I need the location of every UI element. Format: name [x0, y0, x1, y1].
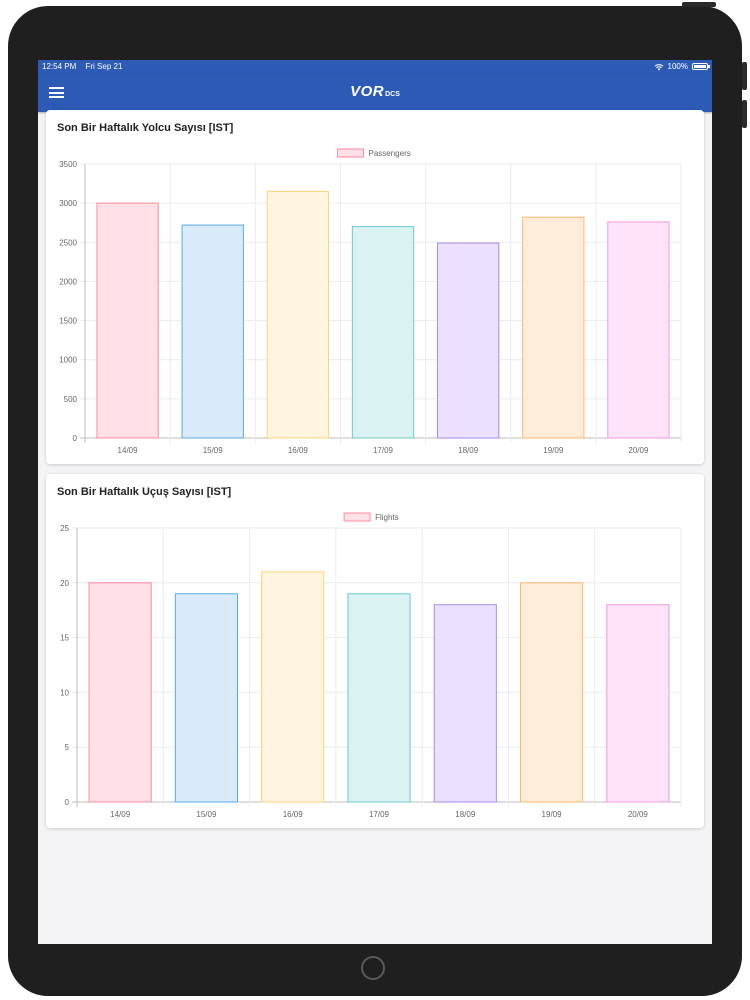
flights-legend-swatch[interactable] [343, 512, 371, 522]
passengers-x-tick-label: 16/09 [288, 446, 309, 455]
flights-y-tick-label: 20 [60, 579, 69, 588]
passengers-x-tick-label: 15/09 [203, 446, 224, 455]
flights-y-tick-label: 5 [65, 743, 70, 752]
logo-sub-text: DCS [385, 91, 400, 98]
passengers-bar-20-09[interactable] [607, 221, 670, 439]
passengers-bar-15-09[interactable] [181, 224, 244, 439]
passengers-y-tick-label: 2000 [59, 277, 77, 286]
passengers-y-tick-label: 2500 [59, 238, 77, 247]
flights-bar-14-09[interactable] [88, 582, 152, 803]
passengers-y-tick-label: 1500 [59, 317, 77, 326]
battery-percent: 100% [667, 62, 688, 71]
flights-chart-card: Son Bir Haftalık Uçuş Sayısı [IST] 0 5 10 1… [46, 474, 704, 828]
flights-chart-title: Son Bir Haftalık Uçuş Sayısı [IST] [57, 486, 232, 498]
passengers-bar-chart: 0 500 1000 1500 2000 2500 3000 3500 14/09 15/09 16… [59, 148, 682, 455]
volume-up-button [742, 62, 747, 90]
hamburger-menu-icon[interactable] [49, 87, 64, 98]
battery-icon [692, 63, 710, 70]
passengers-x-tick-label: 19/09 [543, 446, 564, 455]
status-time: 12:54 PM [42, 62, 77, 71]
volume-down-button [742, 100, 747, 128]
flights-bar-15-09[interactable] [174, 593, 238, 803]
wifi-icon [654, 63, 663, 70]
app-logo: VORDCS [38, 83, 712, 101]
passengers-y-tick-label: 1000 [59, 356, 77, 365]
top-power-button [682, 2, 716, 7]
flights-bar-17-09[interactable] [347, 593, 411, 803]
logo-main-text: VOR [350, 83, 385, 100]
flights-y-tick-label: 0 [65, 798, 70, 807]
passengers-x-tick-label: 20/09 [628, 446, 649, 455]
status-bar: 12:54 PM Fri Sep 21 100% [38, 60, 712, 74]
flights-bar-chart: 0 5 10 15 20 25 14/09 15/09 16/09 17/09 18/09 19/09… [60, 512, 682, 819]
passengers-x-tick-label: 14/09 [118, 446, 139, 455]
flights-bar-18-09[interactable] [433, 604, 497, 803]
passengers-legend-swatch[interactable] [337, 148, 364, 158]
passengers-bar-17-09[interactable] [351, 226, 415, 439]
passengers-y-tick-label: 3500 [59, 160, 77, 169]
flights-y-tick-label: 10 [60, 688, 69, 697]
passengers-y-tick-label: 3000 [59, 199, 77, 208]
passengers-chart-card: Son Bir Haftalık Yolcu Sayısı [IST] 0 500… [46, 110, 704, 464]
flights-y-tick-label: 25 [60, 524, 69, 533]
passengers-y-tick-label: 0 [73, 434, 78, 443]
flights-bar-20-09[interactable] [606, 604, 670, 803]
flights-bar-16-09[interactable] [261, 571, 325, 803]
flights-x-tick-label: 14/09 [110, 810, 131, 819]
flights-x-tick-label: 18/09 [455, 810, 476, 819]
passengers-bar-19-09[interactable] [522, 216, 585, 439]
flights-bar-19-09[interactable] [520, 582, 584, 803]
passengers-chart-title: Son Bir Haftalık Yolcu Sayısı [IST] [57, 122, 234, 134]
passengers-bar-16-09[interactable] [266, 190, 330, 439]
passengers-y-tick-label: 500 [64, 395, 78, 404]
flights-x-tick-label: 17/09 [369, 810, 390, 819]
flights-y-tick-label: 15 [60, 634, 69, 643]
passengers-legend-label[interactable]: Passengers [369, 149, 411, 158]
flights-x-tick-label: 20/09 [628, 810, 649, 819]
flights-legend-label[interactable]: Flights [375, 513, 399, 522]
app-screen: 12:54 PM Fri Sep 21 100% VORDCS Son Bir … [38, 60, 712, 944]
flights-x-tick-label: 16/09 [283, 810, 304, 819]
home-button[interactable] [361, 956, 385, 980]
passengers-x-tick-label: 18/09 [458, 446, 479, 455]
passengers-x-tick-label: 17/09 [373, 446, 394, 455]
passengers-bar-14-09[interactable] [96, 202, 159, 439]
flights-x-tick-label: 19/09 [542, 810, 563, 819]
navigation-bar: VORDCS [38, 74, 712, 112]
flights-x-tick-label: 15/09 [196, 810, 217, 819]
status-date: Fri Sep 21 [85, 62, 123, 71]
battery-level [694, 65, 706, 68]
passengers-bar-18-09[interactable] [436, 242, 500, 439]
